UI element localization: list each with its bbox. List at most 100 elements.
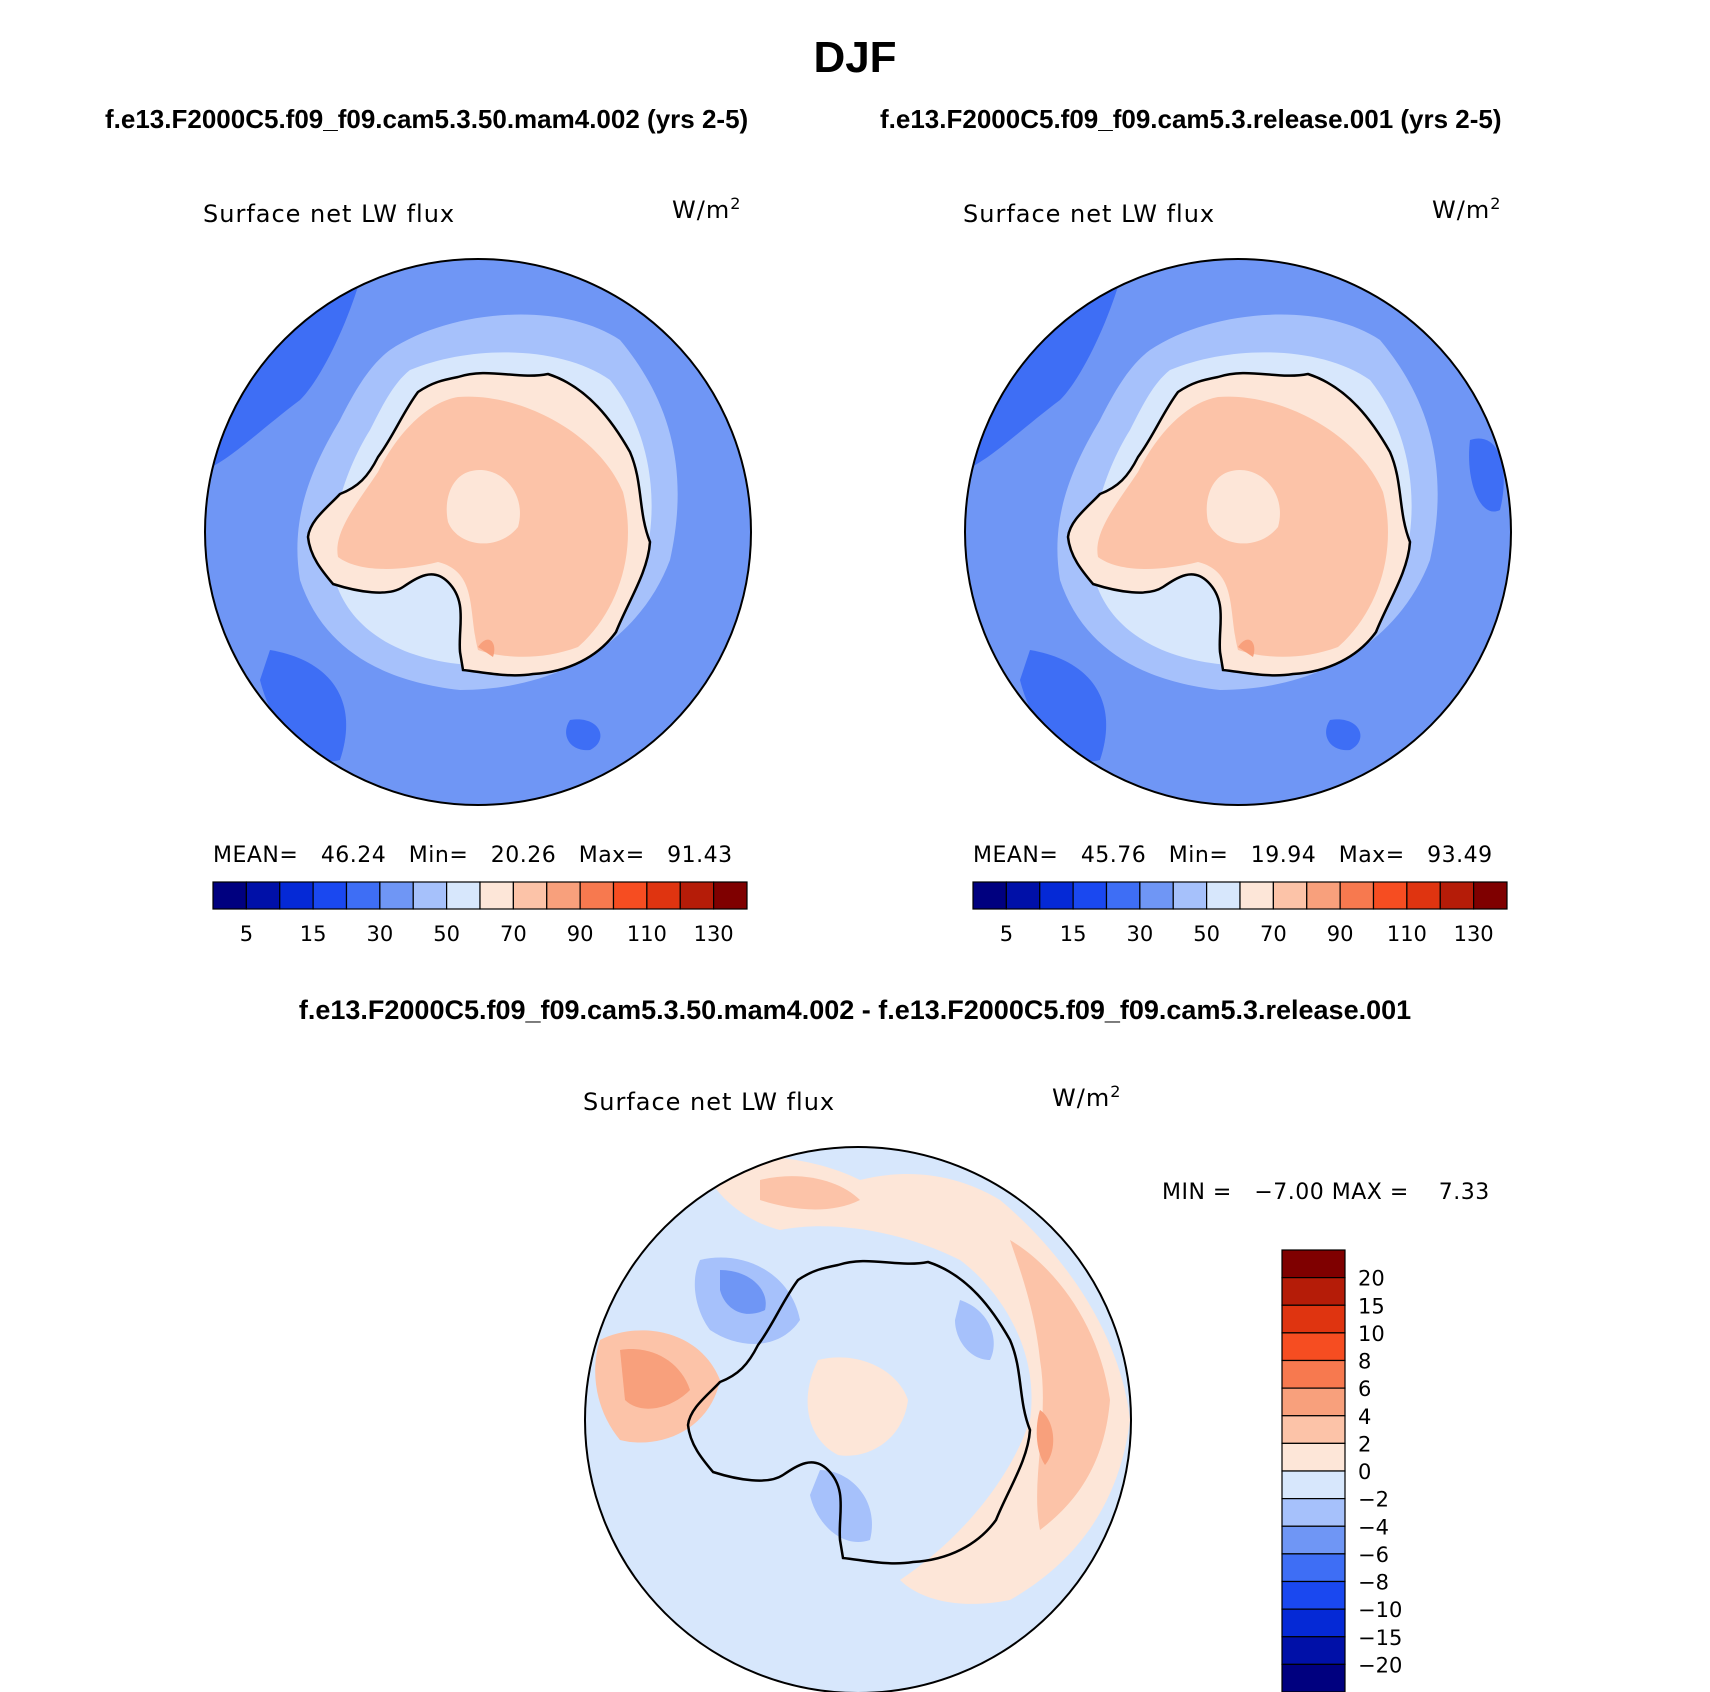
panel-2-colorbar-tick-label: 70 (1260, 922, 1287, 946)
panel-1-colorbar: 5 15 30 50 70 90 110 130 (212, 881, 748, 946)
panel-2-colorbar-swatch (1406, 881, 1441, 910)
panel-1-colorbar-tick-label: 110 (627, 922, 667, 946)
difference-colorbar-tick-label: −4 (1358, 1515, 1389, 1539)
panel-2-map (965, 259, 1511, 805)
difference-stats: MIN = −7.00 MAX = 7.33 (1162, 1180, 1490, 1205)
panel-1-colorbar-tick-label: 50 (433, 922, 460, 946)
panel-2-colorbar-swatch (1439, 881, 1475, 910)
panel-1-colorbar-swatch (479, 881, 514, 910)
panel-2-units: W/m2 (1432, 194, 1502, 224)
panel-2-colorbar-swatch (1005, 881, 1041, 910)
panel-2-colorbar: 5 15 30 50 70 90 110 130 (972, 881, 1508, 946)
panel-1-colorbar-swatch (212, 881, 247, 910)
difference-colorbar-swatch (1281, 1304, 1346, 1334)
panel-2-min: 19.94 (1250, 843, 1317, 868)
panel-1-mean-label: MEAN= (213, 843, 299, 868)
difference-colorbar-tick-label: −10 (1358, 1598, 1402, 1622)
panel-2-stats: MEAN= 45.76 Min= 19.94 Max= 93.49 (973, 843, 1493, 868)
difference-colorbar-tick-label: −15 (1358, 1626, 1402, 1650)
difference-colorbar-tick-label: 6 (1358, 1377, 1371, 1401)
difference-colorbar-tick-label: −6 (1358, 1543, 1389, 1567)
panel-2-colorbar-swatch (972, 881, 1007, 910)
panel-2-colorbar-tick-label: 110 (1387, 922, 1427, 946)
difference-title: f.e13.F2000C5.f09_f09.cam5.3.50.mam4.002… (298, 995, 1412, 1025)
panel-2-colorbar-tick-label: 130 (1454, 922, 1494, 946)
difference-colorbar-tick-label: 20 (1358, 1267, 1385, 1291)
panel-1-colorbar-swatch (412, 881, 448, 910)
difference-colorbar-tick-label: 15 (1358, 1294, 1385, 1318)
difference-colorbar-swatch (1281, 1277, 1346, 1306)
difference-colorbar-tick-label: 8 (1358, 1350, 1371, 1374)
panel-1-colorbar-swatch (612, 881, 648, 910)
panel-1-mean: 46.24 (320, 843, 387, 868)
panel-1-colorbar-tick-label: 90 (567, 922, 594, 946)
difference-colorbar-swatch (1281, 1359, 1346, 1389)
panel-1-colorbar-swatch (679, 881, 715, 910)
panel-2-colorbar-swatch (1372, 881, 1408, 910)
panel-1-colorbar-tick-label: 15 (300, 922, 327, 946)
panel-2-colorbar-swatch (1139, 881, 1174, 910)
difference-units: W/m2 (1052, 1082, 1122, 1112)
difference-colorbar-swatch (1281, 1525, 1346, 1555)
panel-2-colorbar-swatch (1039, 881, 1074, 910)
panel-2-mean: 45.76 (1080, 843, 1147, 868)
difference-colorbar-tick-label: 10 (1358, 1322, 1385, 1346)
panel-2-colorbar-swatch (1339, 881, 1375, 910)
difference-colorbar-tick-label: −2 (1358, 1488, 1389, 1512)
difference-colorbar-swatch (1281, 1387, 1346, 1417)
panel-1-map (205, 259, 751, 805)
panel-2-max-label: Max= (1338, 843, 1405, 868)
panel-1-colorbar-swatch (546, 881, 581, 910)
panel-2-colorbar-swatch (1206, 881, 1241, 910)
figure-title: DJF (813, 33, 897, 82)
panel-2-mean-label: MEAN= (973, 843, 1059, 868)
panel-1-colorbar-tick-label: 30 (367, 922, 394, 946)
difference-colorbar-tick-label: 4 (1358, 1405, 1371, 1429)
panel-1-colorbar-swatch (579, 881, 615, 910)
panel-2-colorbar-tick-label: 5 (1000, 922, 1013, 946)
panel-2-variable-label: Surface net LW flux (963, 200, 1216, 228)
panel-1-max-label: Max= (578, 843, 645, 868)
difference-map (585, 1147, 1131, 1692)
panel-1-case-title: f.e13.F2000C5.f09_f09.cam5.3.50.mam4.002… (105, 104, 749, 134)
panel-1-colorbar-swatch (713, 881, 748, 910)
difference-colorbar-swatch (1281, 1249, 1346, 1279)
panel-2-colorbar-swatch (1105, 881, 1141, 910)
panel-2-min-label: Min= (1168, 843, 1229, 868)
panel-2-colorbar-swatch (1239, 881, 1274, 910)
difference-variable-label: Surface net LW flux (583, 1088, 836, 1116)
panel-1-map-border (204, 258, 752, 806)
panel-2-colorbar-swatch (1272, 881, 1308, 910)
difference-colorbar-swatch (1281, 1636, 1346, 1665)
panel-1-colorbar-swatch (512, 881, 548, 910)
panel-2-colorbar-tick-label: 50 (1193, 922, 1220, 946)
panel-2-colorbar-swatch (1306, 881, 1341, 910)
panel-1-stats: MEAN= 46.24 Min= 20.26 Max= 91.43 (213, 843, 733, 868)
panel-1-colorbar-swatch (646, 881, 681, 910)
panel-2-case-title: f.e13.F2000C5.f09_f09.cam5.3.release.001… (880, 104, 1502, 134)
difference-colorbar-swatch (1281, 1332, 1346, 1362)
panel-1-min: 20.26 (490, 843, 557, 868)
difference-colorbar-swatch (1281, 1498, 1346, 1527)
panel-1-colorbar-swatch (279, 881, 314, 910)
panel-1-colorbar-tick-label: 70 (500, 922, 527, 946)
difference-colorbar-swatch (1281, 1553, 1346, 1583)
panel-2-map-border (964, 258, 1512, 806)
panel-1-units: W/m2 (672, 194, 742, 224)
difference-map-border (584, 1146, 1132, 1692)
difference-colorbar-tick-label: 0 (1358, 1460, 1371, 1484)
panel-2-colorbar-tick-label: 30 (1127, 922, 1154, 946)
panel-2-colorbar-swatch (1172, 881, 1208, 910)
difference-colorbar-tick-label: −20 (1358, 1653, 1402, 1677)
difference-colorbar-swatch (1281, 1442, 1346, 1472)
panel-2-colorbar-tick-label: 15 (1060, 922, 1087, 946)
panel-1-colorbar-tick-label: 130 (694, 922, 734, 946)
panel-1-colorbar-swatch (312, 881, 348, 910)
panel-1-colorbar-swatch (245, 881, 281, 910)
difference-colorbar-tick-label: −8 (1358, 1571, 1389, 1595)
panel-2-colorbar-swatch (1072, 881, 1108, 910)
panel-1-variable-label: Surface net LW flux (203, 200, 456, 228)
panel-1-colorbar-swatch (345, 881, 381, 910)
difference-colorbar-swatch (1281, 1663, 1346, 1692)
panel-2-colorbar-swatch (1473, 881, 1508, 910)
